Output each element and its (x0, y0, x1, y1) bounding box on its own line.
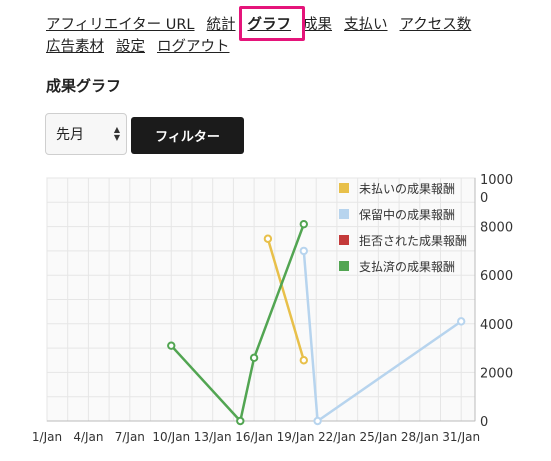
legend-swatch-0 (339, 183, 349, 193)
legend-swatch-1 (339, 209, 349, 219)
legend-swatch-3 (339, 261, 349, 271)
x-tick-label: 7/Jan (115, 430, 145, 444)
series-point-3 (249, 353, 259, 363)
y-tick-label: 2000 (480, 366, 513, 381)
page-title: 成果グラフ (46, 77, 122, 95)
legend-label-1: 保留中の成果報酬 (359, 207, 455, 222)
series-point-1 (456, 317, 466, 326)
series-point-3 (236, 416, 245, 426)
series-line-0 (266, 238, 305, 361)
series-point-3 (299, 219, 308, 229)
filter-button[interactable]: フィルター (131, 117, 244, 154)
x-tick-label: 1/Jan (32, 430, 62, 444)
nav-settings[interactable]: 設定 (116, 39, 145, 55)
select-arrows-icon: ▲ ▼ (113, 125, 120, 142)
nav-ad-materials[interactable]: 広告素材 (46, 39, 104, 55)
x-tick-label: 28/Jan (401, 430, 439, 444)
legend-label-0: 未払いの成果報酬 (359, 182, 455, 196)
x-tick-label: 13/Jan (194, 430, 232, 444)
x-tick-label: 25/Jan (359, 430, 397, 444)
series-point-3 (167, 341, 176, 350)
nav-affiliate-url[interactable]: アフィリエイター URL (46, 17, 195, 33)
period-select-value: 先月 (56, 127, 84, 143)
y-tick-label-top: 1000 (480, 173, 513, 188)
x-tick-label: 10/Jan (152, 430, 190, 444)
y-tick-label: 0 (480, 415, 488, 430)
x-tick-label: 22/Jan (318, 430, 356, 444)
top-navigation: アフィリエイター URL 統計 グラフ 成果 支払い アクセス数 広告素材 設定 ログアウト (46, 13, 526, 57)
x-tick-label: 19/Jan (277, 430, 315, 444)
x-tick-label: 31/Jan (442, 430, 480, 444)
nav-payments[interactable]: 支払い (344, 17, 388, 33)
x-tick-label: 16/Jan (235, 430, 273, 444)
legend-label-3: 支払済の成果報酬 (359, 259, 455, 274)
nav-statistics[interactable]: 統計 (206, 17, 236, 33)
period-select[interactable]: 先月 ▲ ▼ (45, 113, 127, 155)
nav-row-1: アフィリエイター URL 統計 グラフ 成果 支払い アクセス数 (46, 13, 526, 35)
series-point-1 (299, 246, 308, 256)
nav-graph[interactable]: グラフ (247, 17, 292, 33)
active-nav-highlight (239, 6, 305, 41)
nav-results[interactable]: 成果 (303, 17, 333, 33)
legend-label-2: 拒否された成果報酬 (359, 234, 467, 248)
x-tick-label: 4/Jan (73, 430, 103, 444)
legend-swatch-2 (339, 235, 349, 245)
nav-logout[interactable]: ログアウト (157, 39, 230, 55)
y-tick-label: 8000 (480, 221, 513, 236)
series-point-0 (263, 234, 273, 243)
series-point-1 (313, 416, 322, 426)
y-tick-label: 6000 (480, 269, 513, 284)
series-point-0 (299, 356, 308, 365)
series-line-3 (170, 223, 305, 424)
y-tick-label: 4000 (480, 318, 513, 333)
nav-row-2: 広告素材 設定 ログアウト (46, 35, 526, 57)
y-tick-label-top-sub: 0 (480, 191, 488, 206)
nav-access-count[interactable]: アクセス数 (399, 17, 472, 33)
